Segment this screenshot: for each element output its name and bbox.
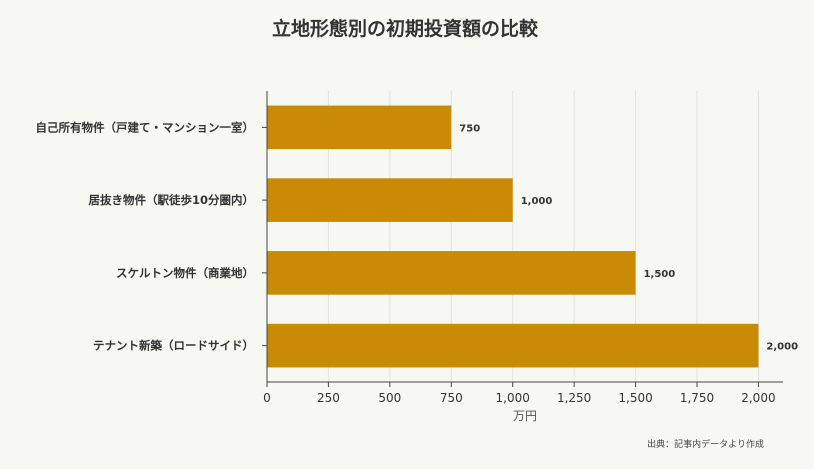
x-tick-label: 250: [317, 391, 340, 405]
data-label: 1,500: [644, 269, 676, 280]
category-label: スケルトン物件（商業地）: [116, 266, 254, 280]
x-tick-label: 1,000: [496, 391, 530, 405]
bar: [267, 178, 513, 222]
data-label: 1,000: [521, 196, 553, 207]
x-tick-label: 750: [440, 391, 463, 405]
x-axis: 0 250 500 750 1,000 1,250 1,500 1,750 2,000: [263, 381, 783, 405]
bar: [267, 251, 636, 295]
data-label: 2,000: [766, 342, 798, 353]
y-axis: 自己所有物件（戸建て・マンション一室） 居抜き物件（駅徒歩10分圏内） スケルトン物…: [36, 91, 268, 382]
bar: [267, 105, 452, 150]
category-label: 自己所有物件（戸建て・マンション一室）: [36, 120, 255, 134]
x-tick-label: 1,250: [557, 391, 591, 405]
x-tick-label: 1,750: [680, 391, 714, 405]
category-label: 居抜き物件（駅徒歩10分圏内）: [88, 193, 254, 207]
x-tick-label: 0: [263, 391, 271, 405]
chart-title: 立地形態別の初期投資額の比較: [272, 17, 539, 40]
data-label: 750: [459, 123, 480, 134]
x-tick-label: 1,500: [618, 391, 652, 405]
data-labels: 750 1,000 1,500 2,000: [459, 123, 798, 352]
x-tick-label: 2,000: [741, 391, 775, 405]
source-note: 出典：記事内データより作成: [647, 438, 764, 450]
x-tick-label: 500: [378, 391, 401, 405]
x-axis-title: 万円: [513, 409, 537, 423]
bar: [267, 323, 759, 368]
bars: [267, 105, 759, 368]
category-label: テナント新築（ロードサイド）: [93, 339, 254, 353]
